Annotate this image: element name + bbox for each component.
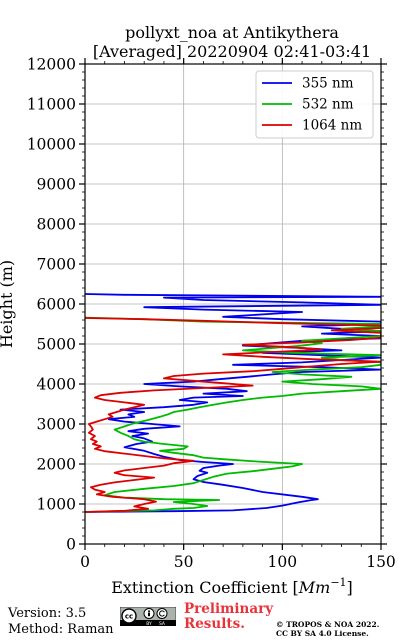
y-tick-label: 12000 <box>27 56 76 74</box>
chart-subtitle: [Averaged] 20220904 02:41-03:41 <box>93 42 371 61</box>
legend: 355 nm 532 nm 1064 nm <box>255 70 374 139</box>
legend-label: 355 nm <box>302 76 354 92</box>
y-axis-label: Height (m) <box>0 260 16 348</box>
x-tick-label: 150 <box>366 553 396 571</box>
y-tick-label: 4000 <box>37 376 76 394</box>
legend-box <box>255 70 374 139</box>
copyright-line-1: © TROPOS & NOA 2022. <box>276 620 380 629</box>
legend-label: 1064 nm <box>302 118 362 134</box>
legend-label: 532 nm <box>302 97 354 113</box>
y-tick-label: 6000 <box>37 296 76 314</box>
preliminary-line-2: Results. <box>184 616 245 632</box>
series-line-355-nm <box>85 293 381 513</box>
chart-title: pollyxt_noa at Antikythera <box>125 23 339 42</box>
cc-by-sa-icon: cc BY SA <box>120 607 176 626</box>
footer-meta: Version: 3.5 Method: Raman <box>8 606 114 638</box>
x-tick-label: 50 <box>174 553 194 571</box>
y-tick-label: 3000 <box>37 416 76 434</box>
y-tick-label: 11000 <box>27 96 76 114</box>
x-axis-label-text: Extinction Coefficient <box>111 578 288 597</box>
method-label: Method: Raman <box>8 622 114 637</box>
x-tick-label: 0 <box>80 553 90 571</box>
copyright-notice: © TROPOS & NOA 2022. CC BY SA 4.0 Licens… <box>276 620 379 638</box>
x-axis-unit-exponent: −1 <box>330 576 346 589</box>
y-tick-label: 0 <box>66 536 76 554</box>
preliminary-notice: Preliminary Results. <box>184 602 273 632</box>
y-tick-label: 9000 <box>37 176 76 194</box>
series-line-532-nm <box>85 316 381 513</box>
y-tick-label: 1000 <box>37 496 76 514</box>
cc-by-label: BY <box>146 621 152 626</box>
x-axis-label: Extinction Coefficient [Mm−1] <box>111 576 353 597</box>
copyright-line-2: CC BY SA 4.0 License. <box>276 629 369 638</box>
y-tick-label: 7000 <box>37 256 76 274</box>
version-label: Version: 3.5 <box>8 606 87 621</box>
x-axis-unit: Mm <box>298 578 331 597</box>
x-tick-label: 100 <box>268 553 298 571</box>
y-tick-label: 2000 <box>37 456 76 474</box>
axis-ticks: 0100020003000400050006000700080009000100… <box>27 56 396 572</box>
y-tick-label: 5000 <box>37 336 76 354</box>
series-line-1064-nm <box>85 317 381 513</box>
svg-text:cc: cc <box>125 613 133 621</box>
y-tick-label: 8000 <box>37 216 76 234</box>
series-layer <box>85 293 381 513</box>
cc-sa-label: SA <box>159 621 166 626</box>
y-tick-label: 10000 <box>27 136 76 154</box>
preliminary-line-1: Preliminary <box>184 601 274 617</box>
